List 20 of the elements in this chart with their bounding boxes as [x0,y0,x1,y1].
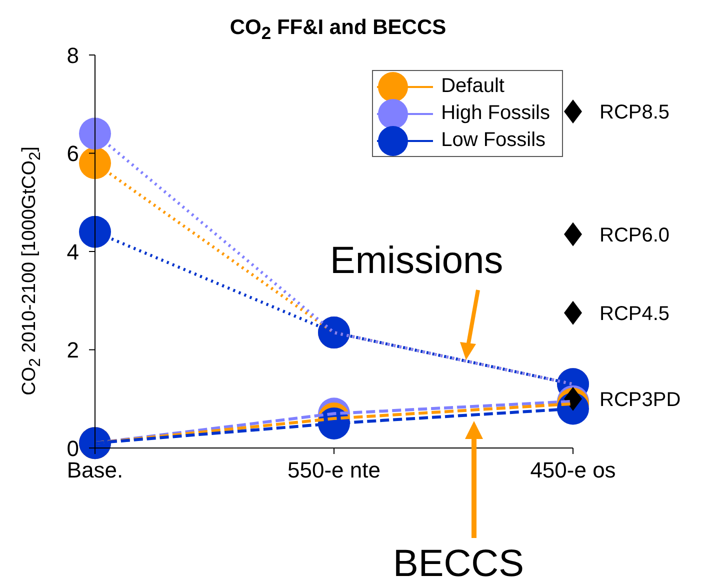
point [564,300,582,325]
chart-title: CO$_{2}$ FF&I and BECCS [228,16,448,44]
legend-label: High Fossils [441,102,550,125]
x-tick-label: 450-e os [530,458,616,483]
data-label: RCP8.5 [600,102,670,124]
data-label: RCP4.5 [600,303,670,326]
text: BECCS [393,543,524,586]
legend-label: Low Fossils [441,129,546,152]
point [79,216,111,248]
annotation: Emissions [330,240,504,283]
data-label: RCP6.0 [600,224,670,246]
legend-label: Default [441,75,504,98]
data-label: RCP3PD [600,388,681,411]
y-tick-label: 8 [66,42,79,68]
y-tick-label: 6 [66,141,79,166]
y-tick-label: 2 [66,338,79,363]
y-tick-label: 4 [66,239,79,264]
point [79,118,111,150]
point [79,147,111,180]
x-tick-label: 550-e nte [288,458,380,483]
